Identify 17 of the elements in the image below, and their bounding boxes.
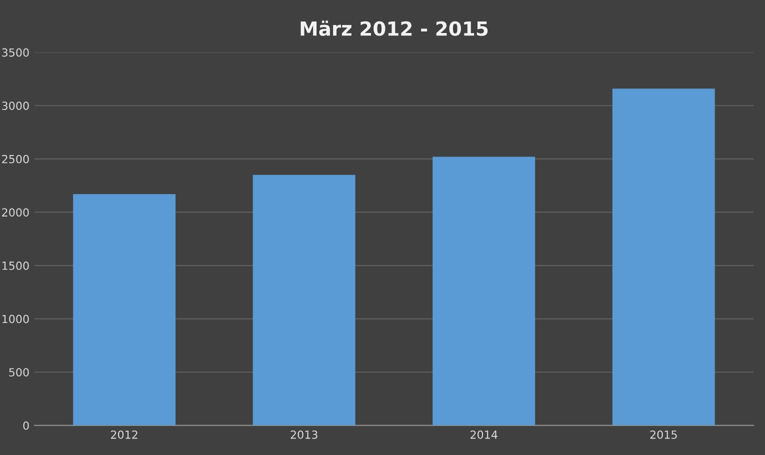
y-tick-label: 1500 xyxy=(2,262,29,270)
bar xyxy=(73,194,176,426)
bar xyxy=(252,174,356,426)
y-tick-label: 1000 xyxy=(2,314,29,324)
bar xyxy=(432,156,536,426)
y-tick-label: 0 xyxy=(23,421,29,430)
y-tick-label: 3500 xyxy=(2,48,29,57)
x-tick-label: 2012 xyxy=(110,430,138,439)
y-tick-label: 3000 xyxy=(2,102,29,110)
x-tick-label: 2013 xyxy=(290,430,318,439)
y-tick-label: 2500 xyxy=(2,154,29,164)
chart-title: März 2012 - 2015 xyxy=(300,20,488,36)
bar xyxy=(612,88,715,426)
y-tick-label: 500 xyxy=(9,368,29,377)
y-tick-label: 2000 xyxy=(2,208,29,217)
x-tick-label: 2014 xyxy=(470,430,498,439)
x-tick-label: 2015 xyxy=(650,430,677,439)
